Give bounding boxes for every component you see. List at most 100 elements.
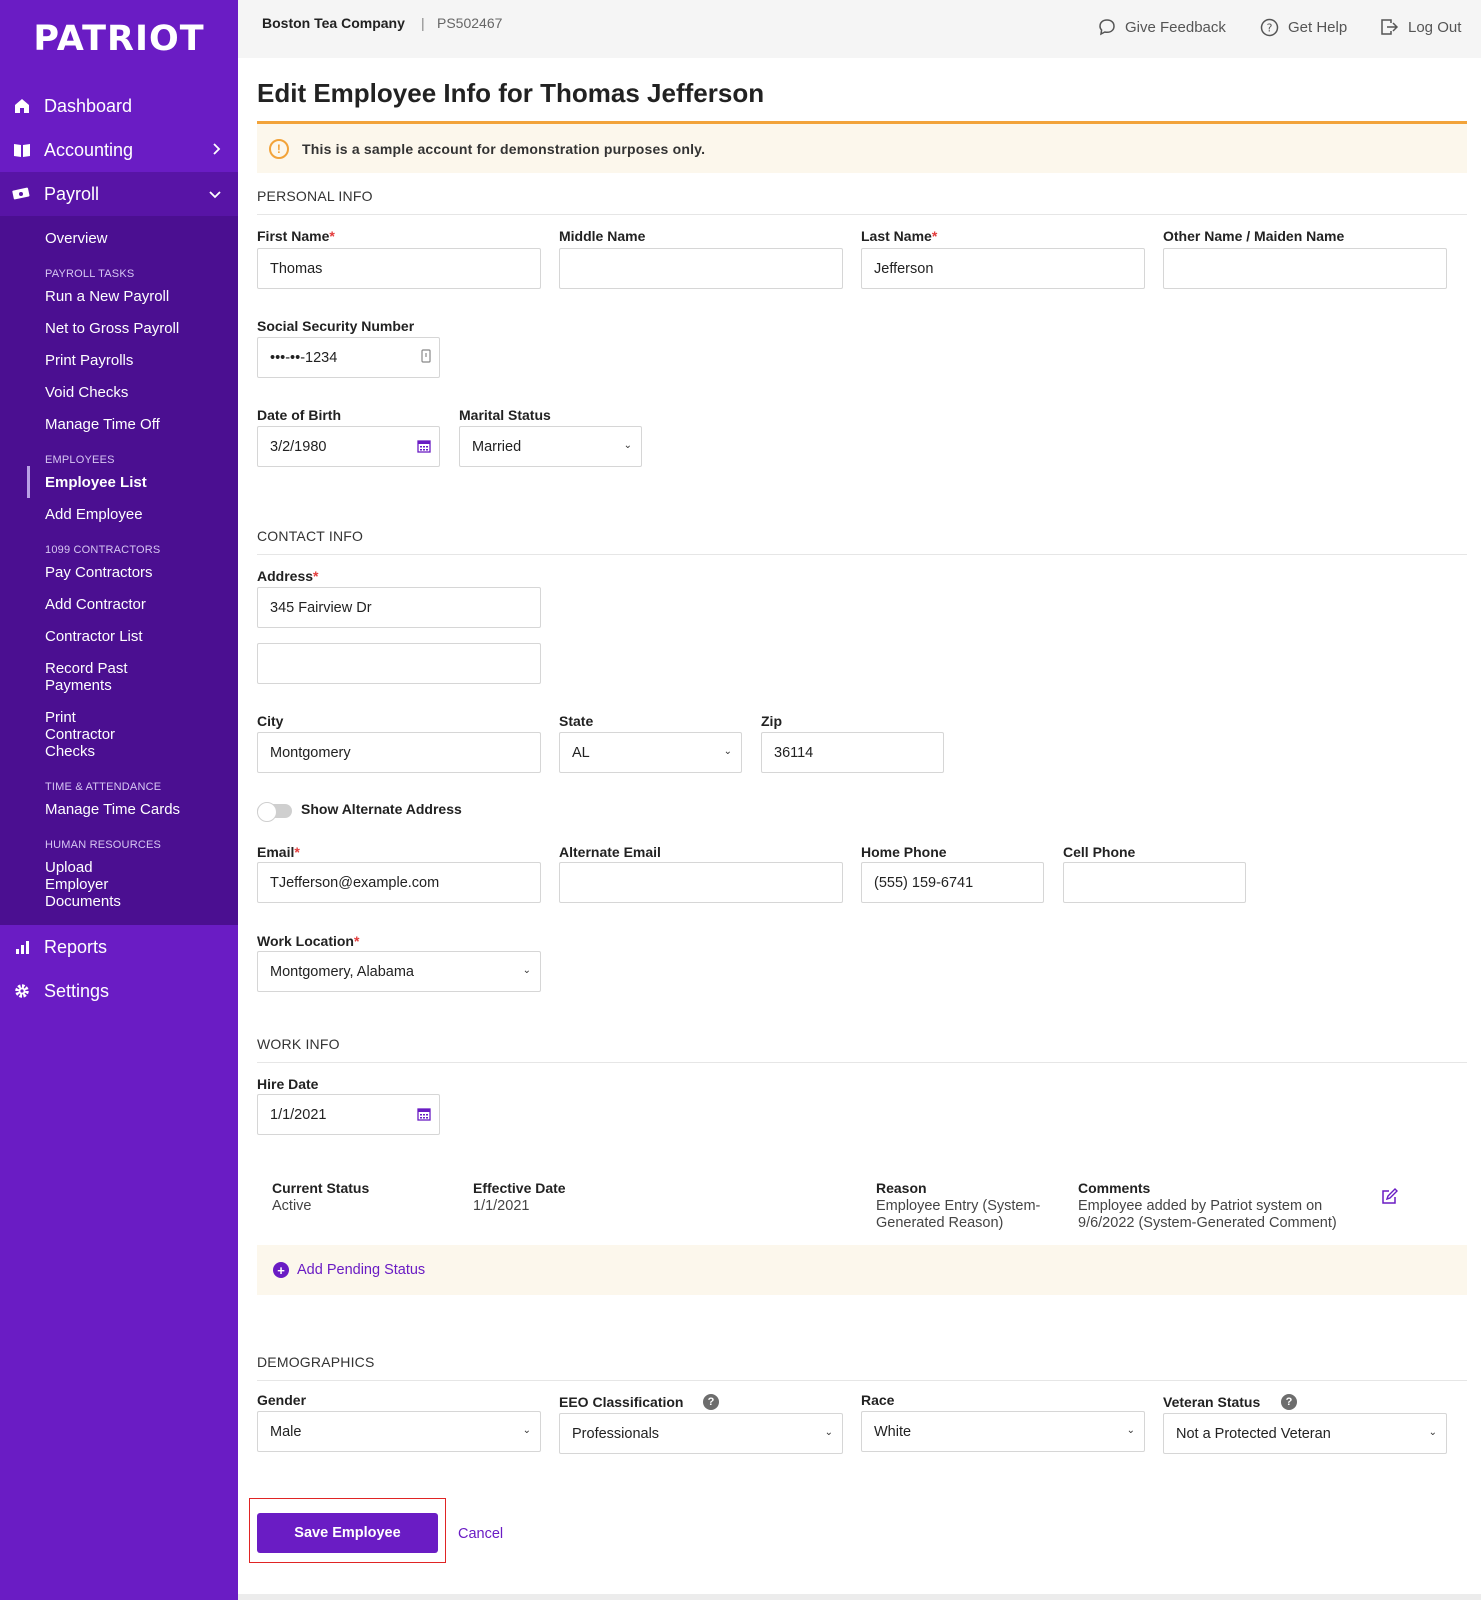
gear-icon	[12, 981, 32, 1001]
ssn-field[interactable]: •••-••-1234	[257, 337, 440, 378]
nav-print-contractor-checks[interactable]: Print Contractor Checks	[45, 709, 116, 760]
nav-reports-label: Reports	[44, 936, 108, 957]
veteran-status-label: Veteran Status	[1163, 1394, 1261, 1410]
cancel-link[interactable]: Cancel	[458, 1526, 504, 1542]
first-name-field[interactable]: Thomas	[257, 248, 541, 289]
nav-employee-list[interactable]: Employee List	[0, 466, 238, 498]
marital-status-select[interactable]: Married ⌄	[459, 426, 642, 467]
city-field[interactable]: Montgomery	[257, 732, 541, 773]
nav-payroll[interactable]: Payroll	[0, 172, 238, 216]
give-feedback-link[interactable]: Give Feedback	[1098, 18, 1226, 36]
nav-run-new-payroll[interactable]: Run a New Payroll	[45, 288, 170, 305]
address-line1-field[interactable]: 345 Fairview Dr	[257, 587, 541, 628]
eeo-classification-select[interactable]: Professionals ⌄	[559, 1413, 843, 1454]
alternate-address-toggle[interactable]	[257, 802, 292, 822]
log-out-link[interactable]: Log Out	[1380, 18, 1461, 36]
other-name-field[interactable]	[1163, 248, 1447, 289]
save-employee-button[interactable]: Save Employee	[257, 1513, 438, 1553]
question-circle-icon: ?	[1260, 18, 1279, 37]
comments-label: Comments	[1078, 1180, 1151, 1196]
veteran-help-icon[interactable]: ?	[1281, 1394, 1297, 1410]
nav-add-contractor[interactable]: Add Contractor	[45, 596, 146, 613]
last-name-field[interactable]: Jefferson	[861, 248, 1145, 289]
gender-select[interactable]: Male ⌄	[257, 1411, 541, 1452]
address-label: Address*	[257, 568, 319, 584]
bar-chart-icon	[12, 937, 32, 957]
race-label: Race	[861, 1392, 895, 1408]
demo-alert: ! This is a sample account for demonstra…	[257, 121, 1467, 173]
gender-value: Male	[270, 1423, 302, 1440]
home-phone-field[interactable]: (555) 159-6741	[861, 862, 1044, 903]
nav-settings[interactable]: Settings	[0, 969, 238, 1013]
nav-reports[interactable]: Reports	[0, 925, 238, 969]
work-location-select[interactable]: Montgomery, Alabama ⌄	[257, 951, 541, 992]
cell-phone-label: Cell Phone	[1063, 844, 1136, 860]
middle-name-label: Middle Name	[559, 228, 646, 244]
cell-phone-field[interactable]	[1063, 862, 1246, 903]
nav-add-employee[interactable]: Add Employee	[45, 506, 143, 523]
work-info-title: WORK INFO	[257, 1036, 340, 1052]
veteran-status-select[interactable]: Not a Protected Veteran ⌄	[1163, 1413, 1447, 1454]
svg-text:?: ?	[1267, 22, 1273, 35]
contact-info-heading: CONTACT INFO	[257, 528, 1467, 555]
alert-text: This is a sample account for demonstrati…	[302, 140, 706, 157]
plus-circle-icon: +	[273, 1262, 289, 1278]
warning-icon: !	[269, 138, 289, 159]
hire-date-field[interactable]: 1/1/2021	[257, 1094, 440, 1135]
book-icon	[12, 140, 32, 160]
home-icon	[12, 96, 32, 116]
eeo-classification-value: Professionals	[572, 1425, 660, 1442]
alternate-address-label: Show Alternate Address	[301, 801, 462, 817]
give-feedback-label: Give Feedback	[1125, 18, 1226, 36]
veteran-status-value: Not a Protected Veteran	[1176, 1425, 1331, 1442]
add-pending-status-button[interactable]: + Add Pending Status	[257, 1245, 1467, 1295]
nav-accounting[interactable]: Accounting	[0, 128, 238, 172]
eeo-help-icon[interactable]: ?	[703, 1394, 719, 1410]
dob-field[interactable]: 3/2/1980	[257, 426, 440, 467]
demographics-heading: DEMOGRAPHICS	[257, 1354, 1467, 1381]
company-name: Boston Tea Company	[262, 15, 405, 31]
edit-status-icon[interactable]	[1381, 1188, 1398, 1210]
race-select[interactable]: White ⌄	[861, 1411, 1145, 1452]
nav-manage-time-off[interactable]: Manage Time Off	[45, 416, 160, 433]
chevron-down-icon: ⌄	[824, 1427, 833, 1438]
nav-manage-time-cards[interactable]: Manage Time Cards	[45, 801, 181, 818]
address-line2-field[interactable]	[257, 643, 541, 684]
nav-print-payrolls[interactable]: Print Payrolls	[45, 352, 134, 369]
nav-upload-employer-documents[interactable]: Upload Employer Documents	[45, 859, 121, 910]
current-status-value: Active	[272, 1198, 312, 1214]
work-location-value: Montgomery, Alabama	[270, 963, 414, 980]
email-field[interactable]: TJefferson@example.com	[257, 862, 541, 903]
reveal-icon[interactable]	[421, 349, 431, 366]
ssn-label: Social Security Number	[257, 318, 415, 334]
topbar: Boston Tea Company | PS502467 Give Feedb…	[238, 0, 1481, 58]
section-time-attendance: TIME & ATTENDANCE	[45, 781, 162, 793]
state-select[interactable]: AL ⌄	[559, 732, 742, 773]
dob-label: Date of Birth	[257, 407, 341, 423]
eeo-classification-label: EEO Classification	[559, 1394, 684, 1410]
patriot-logo[interactable]: PATRIOT	[33, 19, 205, 59]
nav-record-past-payments[interactable]: Record Past Payments	[45, 660, 128, 694]
nav-net-to-gross[interactable]: Net to Gross Payroll	[45, 320, 180, 337]
home-phone-label: Home Phone	[861, 844, 947, 860]
nav-void-checks[interactable]: Void Checks	[45, 384, 129, 401]
work-location-label: Work Location*	[257, 933, 360, 949]
nav-contractor-list[interactable]: Contractor List	[45, 628, 143, 645]
middle-name-field[interactable]	[559, 248, 843, 289]
account-id: PS502467	[437, 15, 503, 31]
nav-dashboard[interactable]: Dashboard	[0, 84, 238, 128]
calendar-icon[interactable]	[417, 439, 431, 456]
alternate-email-field[interactable]	[559, 862, 843, 903]
nav-overview[interactable]: Overview	[45, 230, 108, 247]
get-help-label: Get Help	[1288, 19, 1348, 36]
marital-status-label: Marital Status	[459, 407, 551, 423]
personal-info-title: PERSONAL INFO	[257, 188, 373, 204]
money-icon	[12, 184, 32, 204]
chevron-down-icon: ⌄	[1126, 1425, 1135, 1436]
zip-field[interactable]: 36114	[761, 732, 944, 773]
city-label: City	[257, 713, 284, 729]
nav-pay-contractors[interactable]: Pay Contractors	[45, 564, 153, 581]
calendar-icon[interactable]	[417, 1107, 431, 1124]
first-name-label: First Name*	[257, 228, 335, 244]
get-help-link[interactable]: ? Get Help	[1260, 18, 1347, 37]
